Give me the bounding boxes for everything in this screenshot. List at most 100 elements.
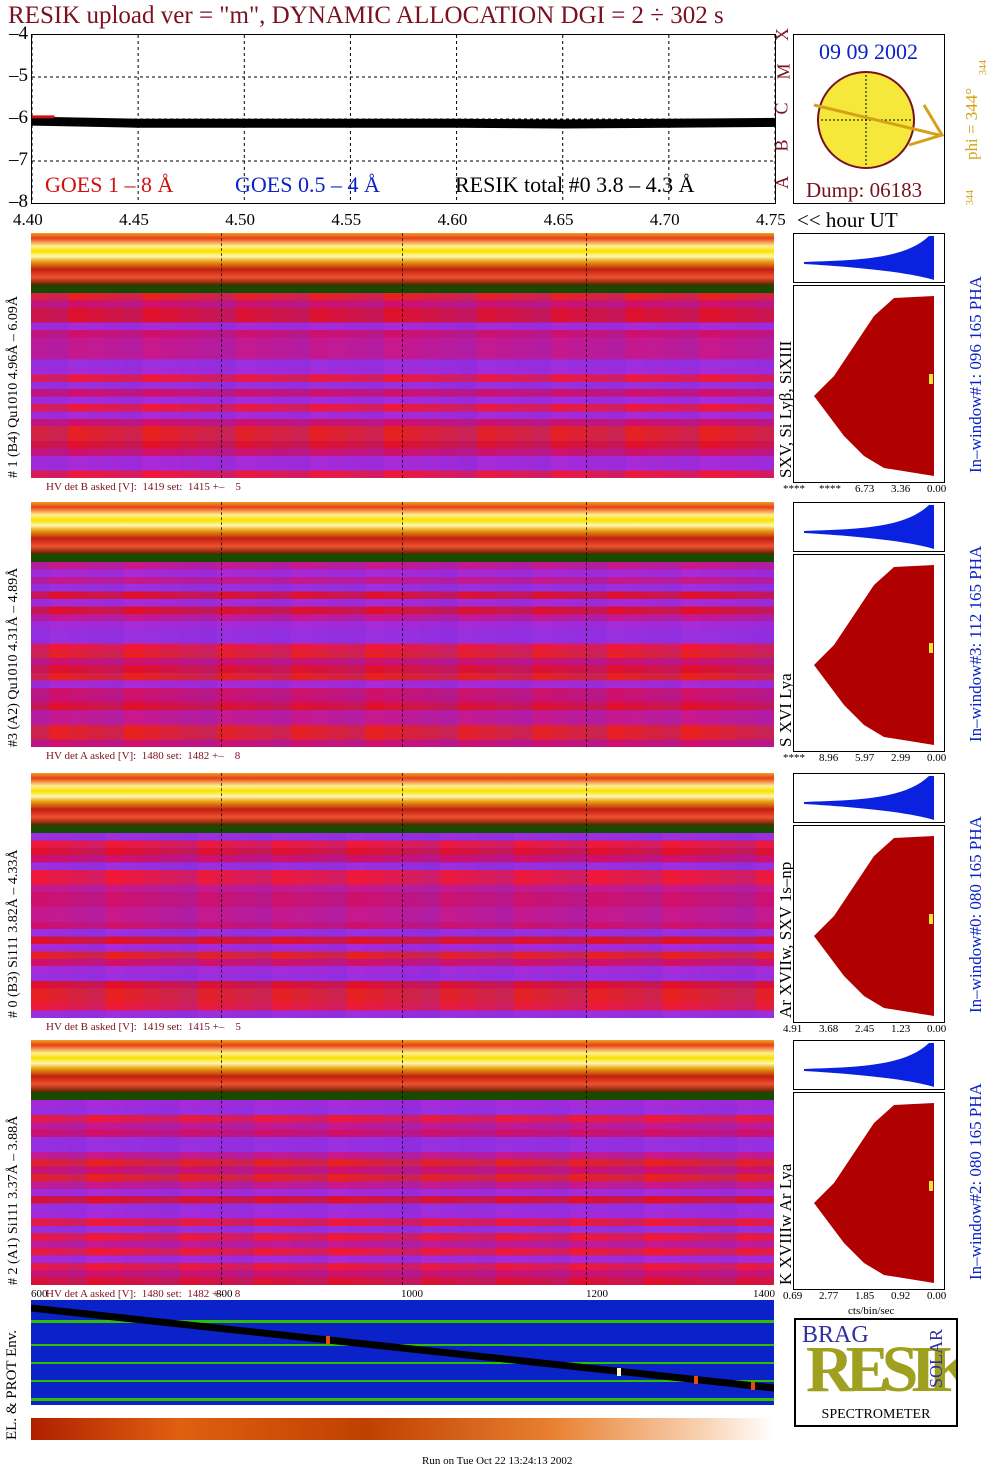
x-tick-label: 4.45 bbox=[119, 210, 149, 229]
pha-tick-label: 5.97 bbox=[855, 752, 875, 764]
grid-line-v bbox=[221, 502, 222, 747]
sun-disk-icon bbox=[813, 71, 944, 169]
page-title: RESIK upload ver = "m", DYNAMIC ALLOCATI… bbox=[8, 2, 724, 29]
goes-class-letter: X bbox=[772, 28, 792, 41]
window-label: In–window#1: 096 165 PHA bbox=[966, 276, 985, 473]
pha-blue-panel bbox=[793, 773, 945, 823]
y-tick-label: –7 bbox=[9, 149, 28, 170]
pha-red-panel bbox=[793, 554, 945, 752]
dump-label: Dump: 06183 bbox=[806, 178, 923, 202]
pha-blue-panel bbox=[793, 233, 945, 283]
grid-line-v bbox=[402, 233, 403, 478]
pha-tick-label: 0.00 bbox=[927, 1290, 947, 1302]
pha-tick-label: **** bbox=[819, 483, 841, 495]
pha-red-panel bbox=[793, 285, 945, 483]
data-point bbox=[30, 119, 34, 123]
goes-class-letter: C bbox=[771, 102, 792, 115]
pha-red-panel bbox=[793, 825, 945, 1023]
y-tick-label: –5 bbox=[9, 65, 28, 86]
series-line-0 bbox=[31, 116, 776, 129]
data-point bbox=[348, 121, 352, 125]
channel-left-label: # 1 (B4) Qu1010 4.96Å – 6.09Å bbox=[6, 296, 21, 478]
time-unit-label: << hour UT bbox=[797, 208, 898, 232]
data-point bbox=[51, 115, 55, 119]
channel-left-label: # 0 (B3) Si111 3.82Å – 4.33Å bbox=[6, 849, 21, 1018]
channel-left-label: # 2 (A1) Si111 3.37Å – 3.88Å bbox=[6, 1115, 21, 1285]
pha-tick-label: 1.85 bbox=[855, 1290, 875, 1302]
hv-label: HV det B asked [V]: 1419 set: 1415 +– 5 bbox=[46, 481, 241, 493]
legend-goes05: GOES 0.5 – 4 Å bbox=[235, 172, 380, 197]
grid-line-v bbox=[402, 502, 403, 747]
pha-tick-label: 4.91 bbox=[783, 1023, 803, 1035]
logo-solar: SOLAR bbox=[926, 1328, 946, 1388]
pha-tick-label: **** bbox=[783, 752, 805, 764]
phi-value: 344 bbox=[978, 60, 989, 75]
pha-tick-label: **** bbox=[783, 483, 805, 495]
grid-line-v bbox=[586, 502, 587, 747]
x-tick-label: 4.60 bbox=[437, 210, 468, 229]
pha-tick-label: 3.36 bbox=[891, 483, 911, 495]
data-point bbox=[30, 115, 34, 119]
pha-tick-label: 2.45 bbox=[855, 1023, 875, 1035]
legend-goes1: GOES 1 – 8 Å bbox=[45, 172, 174, 197]
env-tick-label: 1400 bbox=[753, 1288, 775, 1300]
pha-tick-label: 0.00 bbox=[927, 1023, 947, 1035]
data-point bbox=[242, 121, 246, 125]
x-tick-label: 4.65 bbox=[543, 210, 574, 229]
phi-value-bottom: 344 bbox=[965, 190, 976, 205]
goes-class-letter: A bbox=[772, 176, 792, 189]
sun-panel: 09 09 2002 Dump: 06183 bbox=[793, 34, 945, 204]
data-point bbox=[136, 121, 140, 125]
x-tick-label: 4.75 bbox=[756, 210, 786, 229]
pha-tick-label: 0.69 bbox=[783, 1290, 803, 1302]
env-tick-label: 600 bbox=[31, 1288, 48, 1300]
env-plot bbox=[31, 1304, 774, 1401]
y-tick-label: –6 bbox=[9, 107, 28, 128]
env-tick-label: 1000 bbox=[401, 1288, 423, 1300]
x-tick-label: 4.50 bbox=[225, 210, 256, 229]
x-tick-label: 4.70 bbox=[649, 210, 680, 229]
env-colorbar bbox=[31, 1418, 774, 1440]
lightcurve-plot bbox=[30, 35, 777, 203]
window-label: In–window#2: 080 165 PHA bbox=[966, 1083, 985, 1280]
x-tick-label: 4.40 bbox=[13, 210, 43, 229]
goes-class-letter: B bbox=[771, 139, 792, 152]
pha-blue-panel bbox=[793, 502, 945, 552]
x-tick-label: 4.55 bbox=[331, 210, 362, 229]
run-info: Run on Tue Oct 22 13:24:13 2002 bbox=[422, 1455, 573, 1467]
grid-line-v bbox=[402, 773, 403, 1018]
pha-tick-label: 2.77 bbox=[819, 1290, 839, 1302]
hv-label: HV det A asked [V]: 1480 set: 1482 +– 8 bbox=[46, 1288, 241, 1300]
y-tick-label: –4 bbox=[9, 23, 28, 44]
hv-label: HV det A asked [V]: 1480 set: 1482 +– 8 bbox=[46, 750, 241, 762]
lightcurve-panel bbox=[30, 34, 777, 204]
pha-xlabel: cts/bin/sec bbox=[848, 1305, 895, 1317]
pha-blue-panel bbox=[793, 1040, 945, 1090]
hv-label: HV det B asked [V]: 1419 set: 1415 +– 5 bbox=[46, 1021, 241, 1033]
sun-date: 09 09 2002 bbox=[819, 39, 918, 64]
pha-red-panel bbox=[793, 1092, 945, 1290]
grid-line-v bbox=[586, 1040, 587, 1285]
pha-tick-label: 0.92 bbox=[891, 1290, 911, 1302]
goes-class-letter: M bbox=[773, 63, 794, 80]
data-point bbox=[455, 121, 459, 125]
resik-logo: BRAG RESIK SOLAR SPECTROMETER bbox=[794, 1318, 958, 1427]
logo-letters: RESIK bbox=[806, 1333, 958, 1406]
grid-line-v bbox=[221, 1040, 222, 1285]
pha-tick-label: 6.73 bbox=[855, 483, 875, 495]
grid-line-v bbox=[586, 773, 587, 1018]
pha-tick-label: 8.96 bbox=[819, 752, 839, 764]
pha-tick-label: 2.99 bbox=[891, 752, 911, 764]
y-tick-label: –8 bbox=[9, 191, 28, 212]
grid-line-v bbox=[221, 233, 222, 478]
logo-brag: BRAG bbox=[802, 1322, 869, 1348]
pha-tick-label: 0.00 bbox=[927, 483, 947, 495]
pha-tick-label: 1.23 bbox=[891, 1023, 911, 1035]
data-point bbox=[667, 121, 671, 125]
env-tick-label: 1200 bbox=[586, 1288, 608, 1300]
pha-tick-label: 0.00 bbox=[927, 752, 947, 764]
legend-resik: RESIK total #0 3.8 – 4.3 Å bbox=[455, 172, 695, 197]
window-label: In–window#3: 112 165 PHA bbox=[966, 545, 985, 742]
env-tick-label: 800 bbox=[216, 1288, 233, 1300]
data-point bbox=[561, 122, 565, 126]
